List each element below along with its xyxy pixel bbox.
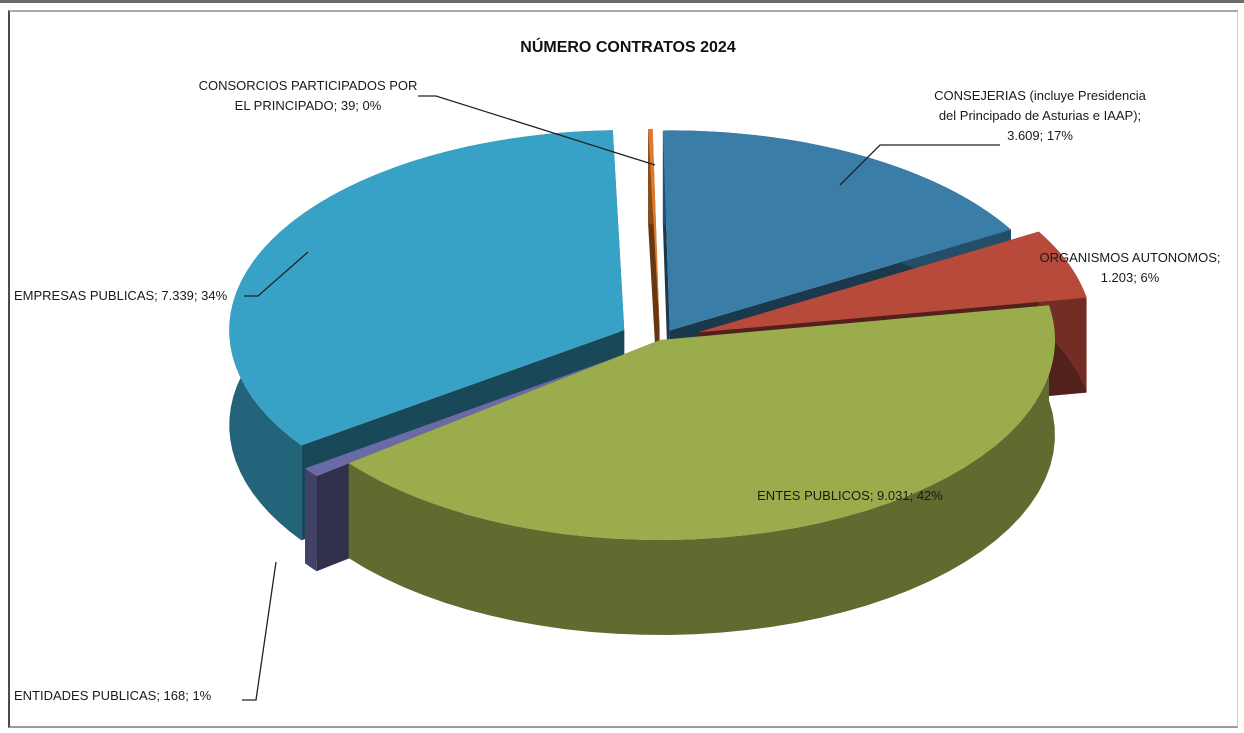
slice-top — [348, 305, 1056, 540]
slice-label: ENTES PUBLICOS; 9.031; 42% — [757, 488, 943, 503]
slice-label: CONSORCIOS PARTICIPADOS POR EL PRINCIPADO… — [199, 78, 418, 113]
slice-label-line: ENTIDADES PUBLICAS; 168; 1% — [14, 688, 212, 703]
slice-label: EMPRESAS PUBLICAS; 7.339; 34% — [14, 288, 228, 303]
pie-slice — [348, 305, 1056, 635]
leader-lines — [242, 95, 1000, 701]
slice-top — [662, 130, 1012, 331]
slice-label-line: EL PRINCIPADO; 39; 0% — [235, 98, 382, 113]
slice-top — [229, 130, 625, 446]
slice-label: ENTIDADES PUBLICAS; 168; 1% — [14, 688, 212, 703]
slice-label-line: CONSEJERIAS (incluye Presidencia — [934, 88, 1146, 103]
slice-label: CONSEJERIAS (incluye Presidencia del Prin… — [934, 88, 1146, 143]
leader-line — [242, 561, 277, 701]
slice-top — [697, 231, 1087, 333]
slice-label-line: CONSORCIOS PARTICIPADOS POR — [199, 78, 418, 93]
slice-side — [305, 468, 317, 572]
chart-title: NÚMERO CONTRATOS 2024 — [520, 37, 736, 56]
slice-label-line: ORGANISMOS AUTONOMOS; — [1039, 250, 1220, 265]
slice-top — [305, 353, 628, 477]
slice-labels: CONSEJERIAS (incluye Presidencia del Prin… — [14, 78, 1221, 703]
slice-label: ORGANISMOS AUTONOMOS; 1.203; 6% — [1039, 250, 1220, 285]
slice-label-line: 1.203; 6% — [1101, 270, 1160, 285]
leader-line — [418, 95, 656, 166]
slice-label-line: 3.609; 17% — [1007, 128, 1073, 143]
slice-label-line: del Principado de Asturias e IAAP); — [939, 108, 1141, 123]
leader-line — [839, 144, 1000, 186]
slice-label-line: ENTES PUBLICOS; 9.031; 42% — [757, 488, 943, 503]
slice-label-line: EMPRESAS PUBLICAS; 7.339; 34% — [14, 288, 228, 303]
leader-line — [244, 251, 309, 297]
slice-side — [348, 305, 1055, 635]
top-border-line — [0, 0, 1244, 3]
slice-top — [648, 129, 660, 330]
pie-slices — [229, 129, 1087, 635]
